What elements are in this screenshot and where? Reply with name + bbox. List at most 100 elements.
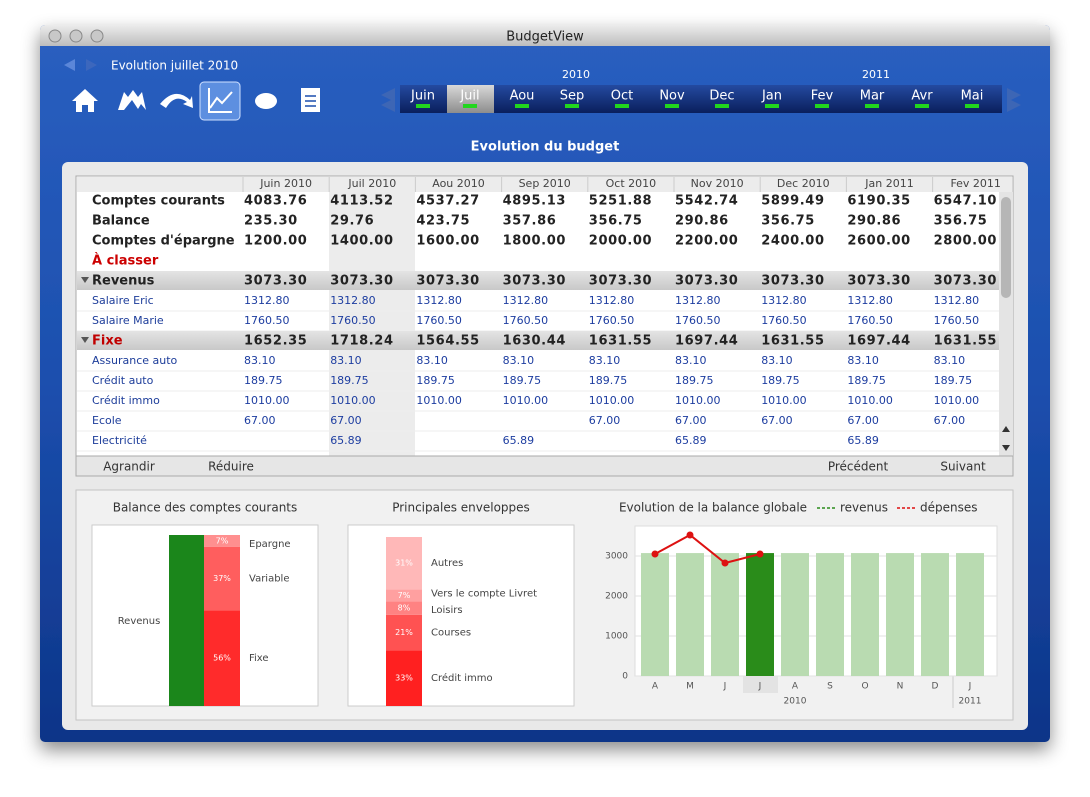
cell-value: 1760.50	[761, 314, 807, 327]
analysis-icon[interactable]	[208, 88, 233, 113]
cell-value: 235.30	[244, 214, 298, 229]
bar	[676, 553, 704, 676]
home-icon[interactable]	[72, 89, 98, 112]
month-status	[765, 104, 779, 108]
month-status	[965, 104, 979, 108]
next-button[interactable]: Suivant	[940, 460, 986, 474]
timeline-next[interactable]	[1007, 88, 1021, 112]
column-header: Oct 2010	[606, 177, 657, 190]
segment	[386, 614, 422, 651]
month-status	[665, 104, 679, 108]
expand-button[interactable]: Agrandir	[103, 460, 155, 474]
chart-box	[347, 524, 575, 707]
timeline-month[interactable]: Juil	[459, 89, 479, 104]
timeline-month[interactable]: Juin	[410, 89, 435, 104]
cell-value: 357.86	[503, 214, 557, 229]
cell-value: 83.10	[675, 354, 707, 367]
close-button[interactable]	[48, 29, 62, 43]
cell-value: 67.00	[675, 414, 707, 427]
scroll-arrows[interactable]	[1002, 426, 1010, 451]
timeline-month[interactable]: Avr	[911, 89, 933, 104]
savings-icon[interactable]	[255, 93, 277, 109]
back-arrow[interactable]	[64, 59, 75, 71]
point	[721, 559, 729, 567]
timeline-month[interactable]: Sep	[560, 89, 585, 104]
x-tick-label: D	[932, 682, 939, 692]
cell-value: 83.10	[589, 354, 621, 367]
timeline-month[interactable]: Dec	[709, 89, 734, 104]
segment-name: Vers le compte Livret	[431, 588, 537, 599]
segment-name: Epargne	[249, 539, 291, 550]
timeline-month[interactable]: Nov	[659, 89, 685, 104]
cell-value: 5899.49	[761, 194, 824, 209]
cell-value: 1010.00	[416, 394, 462, 407]
segment-label: 33%	[395, 674, 413, 683]
timeline-month[interactable]: Mar	[860, 89, 885, 104]
cell-value: 1312.80	[330, 294, 376, 307]
categorize-icon[interactable]	[160, 93, 193, 108]
cell-value: 423.75	[416, 214, 470, 229]
period-label: Evolution juillet 2010	[111, 59, 238, 73]
x-tick-label: A	[792, 682, 799, 692]
bar	[746, 553, 774, 676]
scroll-thumb[interactable]	[1001, 197, 1011, 298]
timeline-month[interactable]: Fev	[811, 89, 834, 104]
column-header: Aou 2010	[432, 177, 485, 190]
title-bar	[40, 25, 1050, 46]
y-tick-label: 0	[622, 672, 628, 682]
collapse-button[interactable]: Réduire	[208, 460, 254, 474]
cell-value: 65.89	[330, 434, 362, 447]
cell-value: 3073.30	[330, 274, 393, 289]
previous-button[interactable]: Précédent	[828, 460, 889, 474]
projects-icon[interactable]	[301, 88, 320, 112]
y-tick-label: 2000	[605, 592, 628, 602]
cell-value: 1564.55	[416, 334, 479, 349]
cell-value: 6547.10	[934, 194, 997, 209]
segment-label: 7%	[216, 536, 229, 545]
timeline-strip	[400, 85, 1002, 113]
segment-label: 37%	[213, 574, 231, 583]
cell-value: 1010.00	[503, 394, 548, 407]
forward-arrow[interactable]	[86, 59, 97, 71]
timeline-month[interactable]: Jan	[761, 89, 782, 104]
segment	[386, 589, 422, 602]
segment-name: Fixe	[249, 653, 269, 664]
chart-title: Evolution de la balance globale	[619, 501, 807, 515]
segment	[386, 537, 422, 590]
minimize-button[interactable]	[69, 29, 83, 43]
table-header	[77, 177, 1012, 192]
cell-value: 1312.80	[503, 294, 548, 307]
cell-value: 1697.44	[675, 334, 738, 349]
row-label: Crédit immo	[92, 394, 160, 407]
x-tick-label: N	[897, 682, 904, 692]
cell-value: 67.00	[847, 414, 879, 427]
cell-value: 83.10	[503, 354, 534, 367]
timeline-prev[interactable]	[381, 88, 395, 112]
segment-name: Variable	[249, 574, 290, 585]
cell-value: 356.75	[589, 214, 643, 229]
expand-triangle	[81, 277, 89, 283]
cell-value: 83.10	[934, 354, 966, 367]
timeline-month[interactable]: Mai	[961, 89, 984, 104]
cell-value: 1400.00	[330, 234, 393, 249]
cell-value: 189.75	[847, 374, 886, 387]
cell-value: 2000.00	[589, 234, 652, 249]
cell-value: 83.10	[761, 354, 793, 367]
timeline-month[interactable]: Oct	[611, 89, 633, 104]
cell-value: 1631.55	[934, 334, 997, 349]
cell-value: 67.00	[761, 414, 793, 427]
cell-value: 1760.50	[330, 314, 376, 327]
zoom-button[interactable]	[90, 29, 104, 43]
row-label: Revenus	[92, 274, 155, 289]
cell-value: 5542.74	[675, 194, 738, 209]
timeline-year: 2010	[562, 68, 590, 81]
cell-value: 189.75	[761, 374, 800, 387]
column-header: Nov 2010	[691, 177, 744, 190]
cell-value: 67.00	[934, 414, 966, 427]
cell-value: 83.10	[330, 354, 362, 367]
cell-value: 189.75	[330, 374, 369, 387]
segment-name: Courses	[431, 627, 471, 638]
transactions-icon[interactable]	[118, 90, 146, 110]
timeline-month[interactable]: Aou	[510, 89, 535, 104]
